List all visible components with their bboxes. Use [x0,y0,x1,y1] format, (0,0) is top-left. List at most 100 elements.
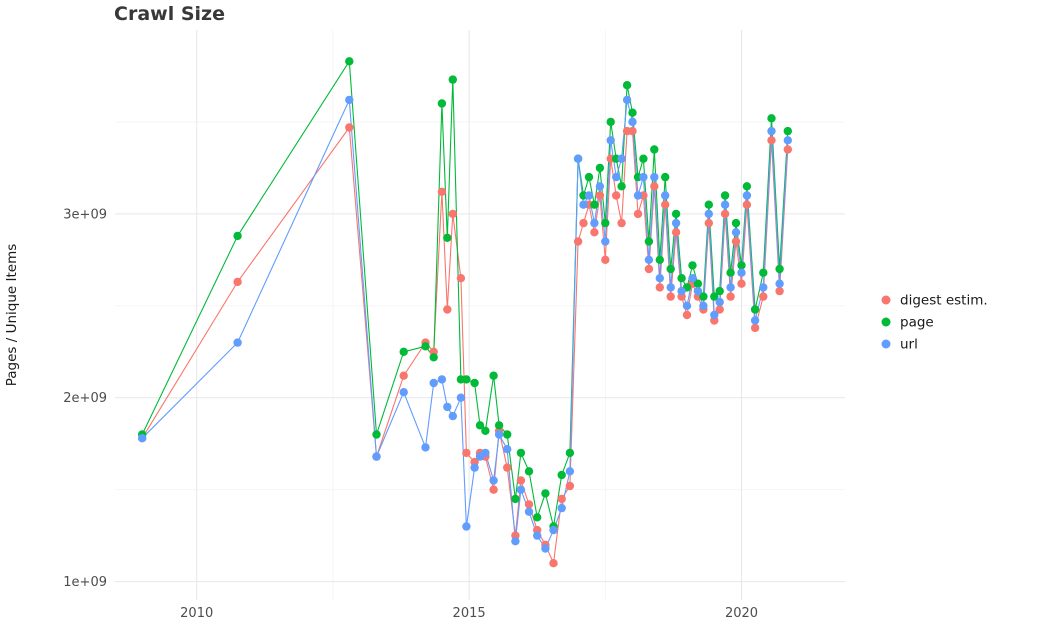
legend-key-digest-icon [881,295,891,305]
data-point-url [437,375,447,384]
data-point-digest [524,500,534,509]
data-point-page [699,292,708,301]
chart-title: Crawl Size [114,3,225,25]
data-point-digest [456,274,466,283]
data-point-page [767,114,776,123]
data-point-url [470,463,479,472]
data-point-url [628,117,637,127]
data-point-page [489,371,498,380]
data-point-digest [775,286,784,296]
data-point-page [443,233,452,242]
data-point-page [524,467,534,476]
data-point-page [688,261,697,270]
data-point-digest [345,123,354,132]
data-point-url [549,525,558,535]
data-point-url [511,537,520,546]
data-point-digest [767,136,776,145]
data-point-url [443,402,452,412]
data-point-digest [666,292,675,301]
data-point-url [644,255,654,264]
data-point-page [541,489,550,498]
data-series [138,57,792,568]
data-point-url [533,531,542,540]
data-point-url [710,310,719,320]
data-point-url [590,218,599,228]
data-point-url [666,283,675,292]
data-point-page [584,172,594,182]
data-point-page [595,163,605,173]
data-point-digest [671,228,681,237]
data-point-url [639,172,648,182]
data-point-digest [704,218,713,228]
data-point-page [693,279,703,288]
data-point-digest [595,191,605,200]
data-point-url [233,338,242,347]
data-point-page [481,426,490,435]
data-point-digest [750,323,760,333]
data-point-url [573,154,583,163]
data-point-url [345,95,354,105]
data-point-page [462,375,471,384]
data-point-url [579,200,588,209]
data-point-page [233,231,242,241]
data-point-url [481,448,490,458]
data-point-url [693,286,703,296]
data-point-url [421,443,430,452]
gridlines [115,30,845,600]
series-line-url [141,97,789,550]
data-point-url [516,485,526,494]
data-point-url [601,237,610,246]
data-point-page [475,421,485,430]
data-point-page [759,268,768,277]
data-point-page [639,154,648,163]
data-point-digest [590,228,599,237]
data-point-digest [737,279,746,288]
data-point-page [715,286,724,296]
y-tick-label: 3e+09 [63,207,107,222]
data-point-page [617,182,626,191]
data-point-page [666,264,675,274]
data-point-page [671,209,681,219]
data-point-url [650,172,659,182]
data-point-url [783,136,792,145]
data-point-url [584,191,594,200]
data-point-digest [489,485,498,494]
data-point-url [429,378,438,388]
data-point-digest [715,305,724,314]
axis-tick-labels: 1e+09 2e+09 3e+09 2010 2015 2020 [63,207,758,621]
data-point-page [372,430,381,439]
data-point-page [494,421,504,430]
data-point-url [541,544,550,553]
data-point-url [677,286,686,296]
data-point-digest [443,305,452,314]
data-point-page [742,182,752,191]
data-point-url [456,393,466,402]
data-point-page [448,75,457,84]
data-point-url [138,434,147,443]
data-point-digest [516,476,526,485]
data-point-digest [579,218,588,228]
data-point-digest [437,187,447,196]
data-point-digest [783,145,792,154]
legend: digest estim. page url [881,293,988,353]
data-point-url [489,476,498,485]
data-point-page [628,108,637,117]
data-point-digest [628,126,637,136]
data-point-url [767,126,776,136]
data-point-digest [644,264,654,274]
data-point-url [633,191,643,200]
data-point-page [470,378,479,388]
data-point-page [644,237,654,246]
data-point-page [622,81,632,90]
data-point-page [421,342,430,351]
data-point-page [557,470,566,480]
data-point-digest [633,209,643,219]
y-tick-label: 2e+09 [63,391,107,406]
data-point-page [533,513,542,522]
data-point-url [448,411,457,421]
data-point-url [715,297,724,307]
data-point-page [655,255,664,264]
data-point-digest [682,310,692,320]
data-point-digest [573,237,583,246]
